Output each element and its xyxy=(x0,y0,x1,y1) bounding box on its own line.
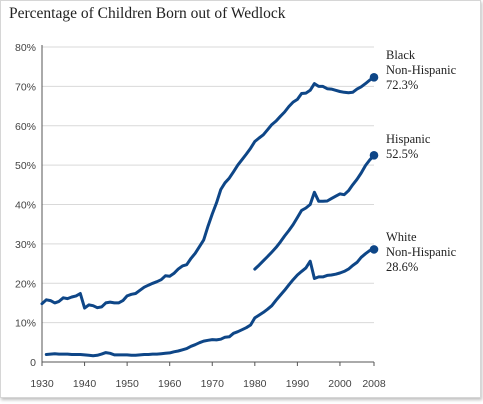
series-label: 28.6% xyxy=(386,260,418,274)
series-label: White xyxy=(386,230,417,244)
series-label: 52.5% xyxy=(386,147,418,161)
x-tick-label: 1980 xyxy=(243,378,267,390)
x-tick-label: 2008 xyxy=(362,378,386,390)
y-tick-label: 50% xyxy=(15,160,36,172)
y-tick-label: 60% xyxy=(15,121,36,133)
x-tick-label: 2000 xyxy=(328,378,352,390)
series-label: Non-Hispanic xyxy=(386,63,457,77)
x-tick-label: 1970 xyxy=(201,378,225,390)
x-tick-label: 1930 xyxy=(30,378,54,390)
y-tick-label: 0 xyxy=(30,357,36,369)
series-line xyxy=(253,153,376,271)
series-line xyxy=(40,75,376,310)
y-tick-label: 40% xyxy=(15,200,36,212)
y-tick-label: 80% xyxy=(15,42,36,54)
series-line xyxy=(44,247,376,358)
series-label: Hispanic xyxy=(386,132,431,146)
series-label: Black xyxy=(386,48,416,62)
x-tick-label: 1990 xyxy=(286,378,310,390)
x-tick-label: 1960 xyxy=(158,378,182,390)
series-label: 72.3% xyxy=(386,78,418,92)
y-tick-label: 20% xyxy=(15,278,36,290)
series-label: Non-Hispanic xyxy=(386,245,457,259)
y-tick-label: 70% xyxy=(15,81,36,93)
series-end-point xyxy=(369,73,379,82)
y-tick-label: 10% xyxy=(15,318,36,330)
chart-title: Percentage of Children Born out of Wedlo… xyxy=(9,5,286,22)
x-tick-label: 1950 xyxy=(115,378,139,390)
series-end-point xyxy=(369,150,379,160)
series-end-point xyxy=(369,245,379,254)
x-tick-label: 1940 xyxy=(73,378,97,390)
y-tick-label: 30% xyxy=(15,239,36,251)
